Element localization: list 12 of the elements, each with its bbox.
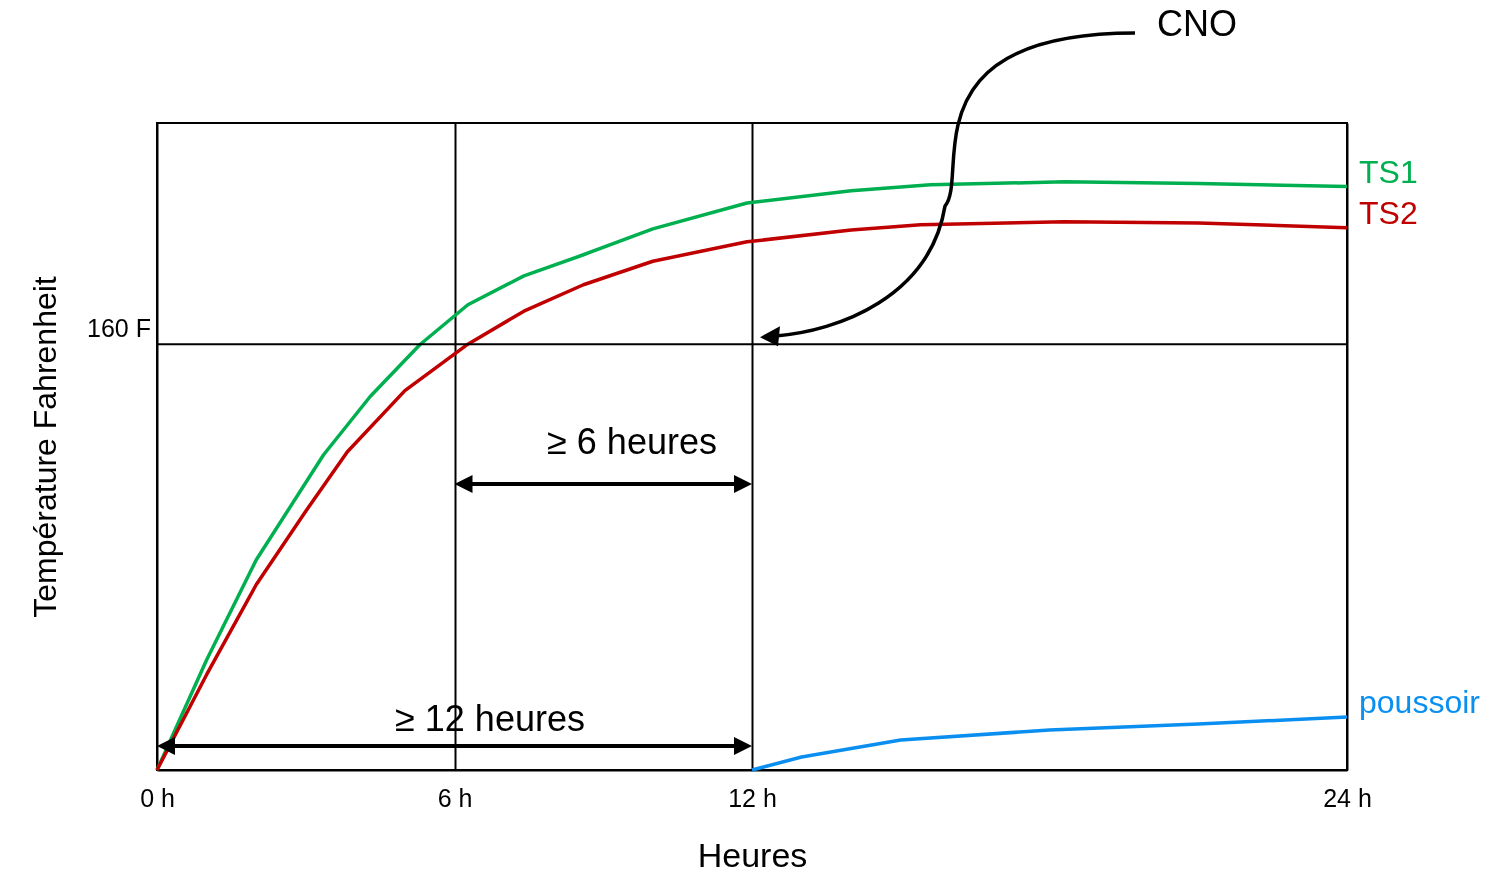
series-label: TS2 xyxy=(1359,194,1418,231)
x-tick-label: 24 h xyxy=(1323,783,1372,812)
series-label: poussoir xyxy=(1359,684,1481,721)
series-label: TS1 xyxy=(1359,153,1418,190)
x-axis-title: Heures xyxy=(697,835,808,874)
text: CNO xyxy=(1157,3,1237,44)
annotation: ≥ 6 heures xyxy=(547,421,717,462)
x-tick-label: 0 h xyxy=(140,783,175,812)
y-axis-title: Température Fahrenheit xyxy=(26,276,63,618)
x-tick-label: 6 h xyxy=(437,783,473,812)
x-tick-label: 12 h xyxy=(728,783,777,812)
ref-line-label: 160 F xyxy=(87,314,151,343)
